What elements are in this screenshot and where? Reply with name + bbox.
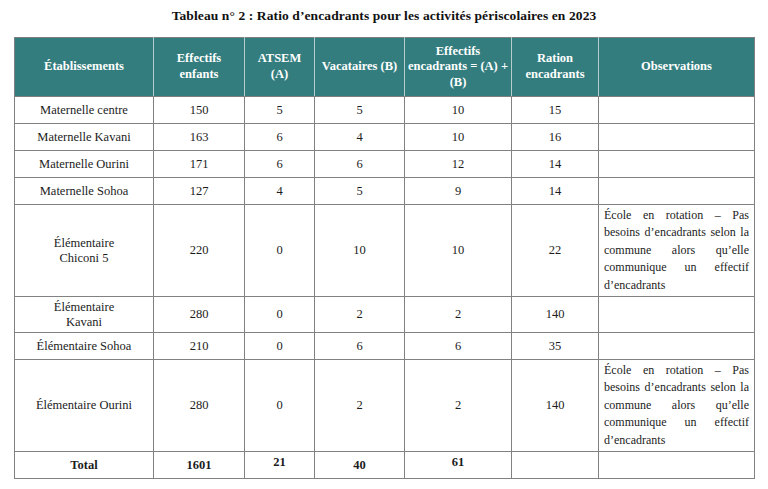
col-header-etablissements: Établissements xyxy=(15,38,154,97)
col-header-observations: Observations xyxy=(599,38,755,97)
ratio-table: Établissements Effectifs enfants ATSEM (… xyxy=(14,37,755,479)
header-row: Établissements Effectifs enfants ATSEM (… xyxy=(15,38,755,97)
table-row: Maternelle centre 150 5 5 10 15 xyxy=(15,97,755,124)
cell-vacataires: 6 xyxy=(315,151,405,178)
etablissement-text: Élémentaire Kavani xyxy=(38,300,130,330)
document-page: Tableau n° 2 : Ratio d’encadrants pour l… xyxy=(0,0,768,489)
cell-effectifs: 210 xyxy=(154,333,245,360)
cell-effectifs: 280 xyxy=(154,297,245,333)
total-ration xyxy=(512,452,599,479)
cell-observation xyxy=(599,333,755,360)
cell-encadrants: 12 xyxy=(405,151,512,178)
table-row: Élémentaire Sohoa 210 0 6 6 35 xyxy=(15,333,755,360)
cell-encadrants: 10 xyxy=(405,124,512,151)
cell-vacataires: 2 xyxy=(315,297,405,333)
cell-encadrants: 10 xyxy=(405,205,512,297)
table-title: Tableau n° 2 : Ratio d’encadrants pour l… xyxy=(0,0,768,24)
cell-observation xyxy=(599,297,755,333)
cell-effectifs: 150 xyxy=(154,97,245,124)
etablissement-text: Élémentaire Chiconi 5 xyxy=(38,236,130,266)
total-observation xyxy=(599,452,755,479)
total-encadrants-value: 61 xyxy=(452,455,465,470)
table-row: Maternelle Kavani 163 6 4 10 16 xyxy=(15,124,755,151)
table-row: Élémentaire Kavani 280 0 2 2 140 xyxy=(15,297,755,333)
cell-observation xyxy=(599,151,755,178)
cell-vacataires: 6 xyxy=(315,333,405,360)
cell-etablissement: Élémentaire Kavani xyxy=(15,297,154,333)
total-encadrants: 61 xyxy=(405,452,512,479)
cell-observation xyxy=(599,178,755,205)
cell-observation: École en rotation – Pas besoins d’encadr… xyxy=(599,205,755,297)
cell-ration: 22 xyxy=(512,205,599,297)
cell-ration: 14 xyxy=(512,151,599,178)
cell-ration: 16 xyxy=(512,124,599,151)
cell-vacataires: 5 xyxy=(315,178,405,205)
cell-encadrants: 10 xyxy=(405,97,512,124)
cell-atsem: 6 xyxy=(245,151,315,178)
cell-encadrants: 6 xyxy=(405,333,512,360)
cell-etablissement: Maternelle Ourini xyxy=(15,151,154,178)
cell-effectifs: 163 xyxy=(154,124,245,151)
cell-atsem: 0 xyxy=(245,333,315,360)
cell-encadrants: 2 xyxy=(405,360,512,452)
cell-atsem: 0 xyxy=(245,205,315,297)
cell-ration: 35 xyxy=(512,333,599,360)
cell-encadrants: 9 xyxy=(405,178,512,205)
total-vacataires: 40 xyxy=(315,452,405,479)
cell-atsem: 4 xyxy=(245,178,315,205)
cell-effectifs: 280 xyxy=(154,360,245,452)
col-header-atsem: ATSEM (A) xyxy=(245,38,315,97)
total-atsem: 21 xyxy=(245,452,315,479)
total-label: Total xyxy=(15,452,154,479)
cell-vacataires: 5 xyxy=(315,97,405,124)
cell-ration: 14 xyxy=(512,178,599,205)
cell-vacataires: 4 xyxy=(315,124,405,151)
cell-atsem: 6 xyxy=(245,124,315,151)
cell-atsem: 0 xyxy=(245,297,315,333)
col-header-ration-encadrants: Ration encadrants xyxy=(512,38,599,97)
total-row: Total 1601 21 40 61 xyxy=(15,452,755,479)
total-atsem-value: 21 xyxy=(273,455,286,470)
cell-observation xyxy=(599,97,755,124)
col-header-effectifs-enfants: Effectifs enfants xyxy=(154,38,245,97)
cell-vacataires: 2 xyxy=(315,360,405,452)
table-row: Élémentaire Chiconi 5 220 0 10 10 22 Éco… xyxy=(15,205,755,297)
cell-effectifs: 220 xyxy=(154,205,245,297)
col-header-effectifs-encadrants: Effectifs encadrants = (A) + (B) xyxy=(405,38,512,97)
table-row: Maternelle Ourini 171 6 6 12 14 xyxy=(15,151,755,178)
cell-etablissement: Maternelle Sohoa xyxy=(15,178,154,205)
col-header-vacataires: Vacataires (B) xyxy=(315,38,405,97)
cell-ration: 15 xyxy=(512,97,599,124)
cell-atsem: 0 xyxy=(245,360,315,452)
cell-vacataires: 10 xyxy=(315,205,405,297)
cell-atsem: 5 xyxy=(245,97,315,124)
cell-effectifs: 171 xyxy=(154,151,245,178)
table-row: Élémentaire Ourini 280 0 2 2 140 École e… xyxy=(15,360,755,452)
cell-etablissement: Maternelle Kavani xyxy=(15,124,154,151)
cell-observation xyxy=(599,124,755,151)
cell-etablissement: Élémentaire Ourini xyxy=(15,360,154,452)
table-row: Maternelle Sohoa 127 4 5 9 14 xyxy=(15,178,755,205)
cell-observation: École en rotation – Pas besoins d’encadr… xyxy=(599,360,755,452)
cell-etablissement: Maternelle centre xyxy=(15,97,154,124)
total-effectifs: 1601 xyxy=(154,452,245,479)
cell-ration: 140 xyxy=(512,297,599,333)
cell-etablissement: Élémentaire Chiconi 5 xyxy=(15,205,154,297)
cell-effectifs: 127 xyxy=(154,178,245,205)
cell-encadrants: 2 xyxy=(405,297,512,333)
cell-ration: 140 xyxy=(512,360,599,452)
cell-etablissement: Élémentaire Sohoa xyxy=(15,333,154,360)
